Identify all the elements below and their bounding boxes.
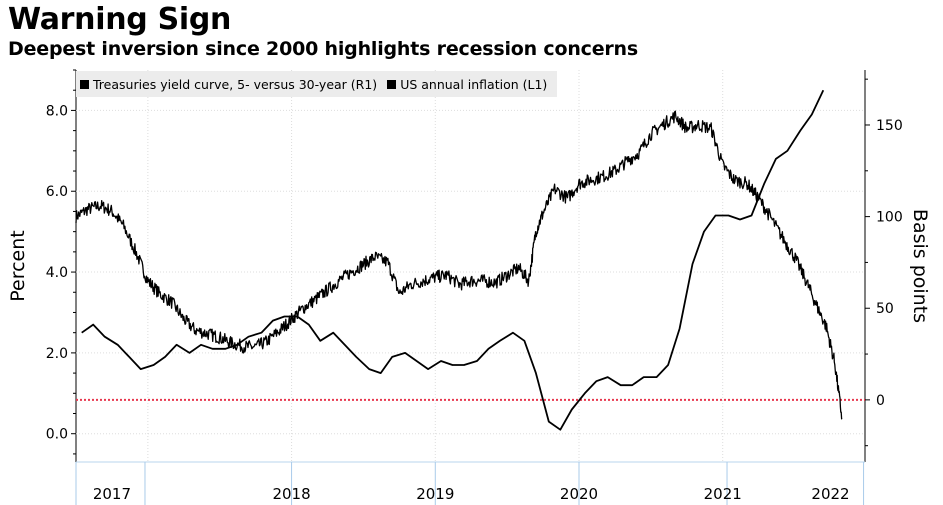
left-tick-label: 2.0 — [46, 346, 68, 362]
x-year-label: 2021 — [704, 485, 742, 503]
chart-subtitle: Deepest inversion since 2000 highlights … — [8, 38, 638, 60]
series-lines — [75, 89, 865, 431]
legend-label-yield-curve: Treasuries yield curve, 5- versus 30-yea… — [93, 76, 378, 92]
legend-swatch-inflation — [387, 79, 397, 89]
right-tick-label: 100 — [876, 210, 903, 226]
x-year-label: 2018 — [272, 485, 310, 503]
left-tick-label: 0.0 — [46, 427, 68, 443]
left-tick-label: 6.0 — [46, 184, 68, 200]
gridlines — [76, 70, 865, 462]
left-tick-label: 8.0 — [46, 103, 68, 119]
axes: 0.0 2.0 4.0 6.0 8.0 0 50 100 150 2017 2018 2019 2020… — [46, 69, 903, 505]
legend-item-yield-curve: Treasuries yield curve, 5- versus 30-yea… — [80, 77, 377, 92]
x-year-label: 2017 — [93, 485, 131, 503]
series-line-inflation — [81, 89, 825, 431]
legend-item-inflation: US annual inflation (L1) — [387, 77, 547, 92]
left-axis-label: Percent — [7, 230, 29, 302]
chart-legend: Treasuries yield curve, 5- versus 30-yea… — [76, 71, 558, 97]
chart-title: Warning Sign — [8, 2, 232, 37]
right-tick-label: 50 — [876, 301, 894, 317]
legend-label-inflation: US annual inflation (L1) — [400, 76, 548, 92]
right-tick-label: 150 — [876, 118, 903, 134]
plot-frame — [75, 70, 866, 463]
series-line-yield-curve — [75, 110, 843, 420]
x-year-label: 2022 — [811, 485, 849, 503]
right-axis-label: Basis points — [909, 209, 931, 323]
x-year-label: 2019 — [416, 485, 454, 503]
x-year-label: 2020 — [560, 485, 598, 503]
left-tick-label: 4.0 — [46, 265, 68, 281]
right-tick-label: 0 — [876, 393, 885, 409]
legend-swatch-yield-curve — [80, 79, 89, 89]
